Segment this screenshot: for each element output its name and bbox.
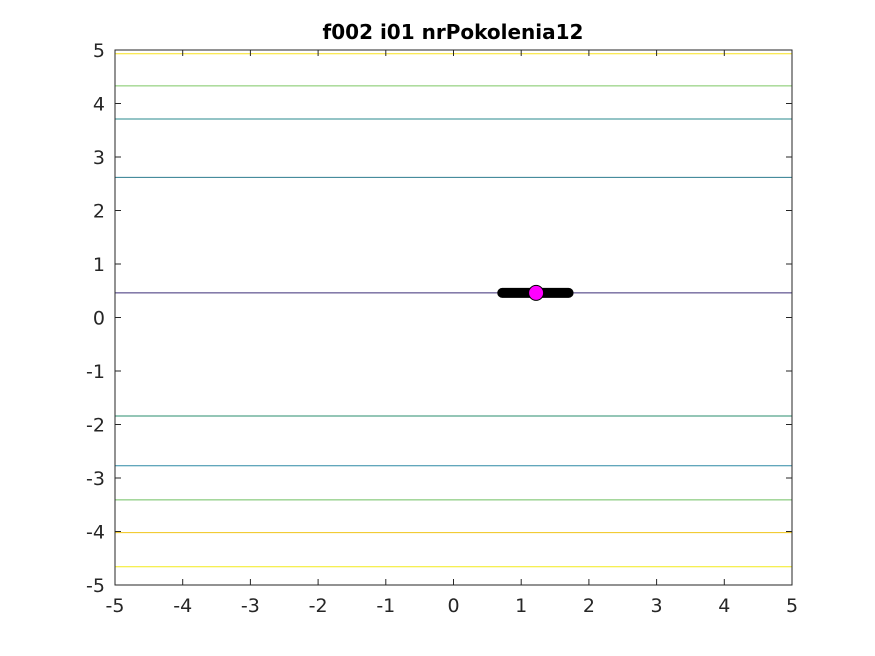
best-point-marker <box>528 284 545 301</box>
chart-title: f002 i01 nrPokolenia12 <box>323 20 584 44</box>
x-tick-label-3: -2 <box>309 595 328 617</box>
y-tick-label-4: -1 <box>86 361 105 383</box>
x-tick-label-1: -4 <box>173 595 192 617</box>
axes-background <box>115 50 792 585</box>
y-tick-label-7: 2 <box>93 201 105 223</box>
y-tick-label-3: -2 <box>86 415 105 437</box>
y-tick-label-10: 5 <box>93 40 105 62</box>
x-axis-ticks: -5 -4 -3 -2 -1 0 1 2 3 4 5 <box>106 50 798 617</box>
y-tick-label-5: 0 <box>93 308 105 330</box>
x-tick-label-4: -1 <box>376 595 395 617</box>
y-tick-label-2: -3 <box>86 468 105 490</box>
x-tick-label-5: 0 <box>447 595 459 617</box>
y-axis-ticks: -5 -4 -3 -2 -1 0 1 2 3 4 5 <box>86 40 792 597</box>
x-tick-label-6: 1 <box>515 595 527 617</box>
y-tick-label-8: 3 <box>93 147 105 169</box>
x-tick-label-2: -3 <box>241 595 260 617</box>
x-tick-label-8: 3 <box>651 595 663 617</box>
x-tick-label-0: -5 <box>106 595 125 617</box>
x-tick-label-9: 4 <box>718 595 730 617</box>
y-tick-label-0: -5 <box>86 575 105 597</box>
y-tick-label-9: 4 <box>93 94 105 116</box>
best-point-layer <box>528 284 545 301</box>
x-tick-label-7: 2 <box>583 595 595 617</box>
y-tick-label-1: -4 <box>86 522 105 544</box>
x-tick-label-10: 5 <box>786 595 798 617</box>
contour-lines <box>115 53 792 568</box>
y-tick-label-6: 1 <box>93 254 105 276</box>
